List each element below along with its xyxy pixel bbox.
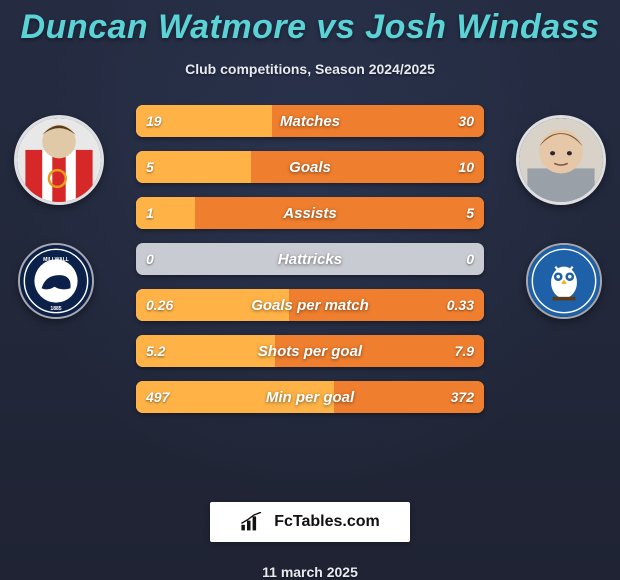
stat-value-right: 0.33 (447, 289, 474, 321)
stat-value-left: 0 (146, 243, 154, 275)
stat-value-left: 1 (146, 197, 154, 229)
player-avatar-right (516, 115, 606, 205)
player-avatar-left (14, 115, 104, 205)
comparison-title: Duncan Watmore vs Josh Windass (21, 8, 600, 47)
stat-label: Goals (136, 151, 484, 183)
stat-value-left: 497 (146, 381, 169, 413)
stat-label: Hattricks (136, 243, 484, 275)
stat-value-right: 0 (466, 243, 474, 275)
stat-row: Matches19 30 (136, 105, 484, 137)
stat-label: Shots per goal (136, 335, 484, 367)
stat-bars: Matches1930Goals510Assists15Hattricks00G… (136, 105, 484, 413)
stat-value-right: 5 (466, 197, 474, 229)
stat-row: Min per goal497 372 (136, 381, 484, 413)
stat-value-right: 30 (458, 105, 474, 137)
stat-label: Min per goal (136, 381, 484, 413)
avatar-placeholder-icon (519, 118, 603, 202)
club-crest-left: MILLWALL 1885 (18, 243, 94, 319)
stat-label: Goals per match (136, 289, 484, 321)
stat-row: Hattricks0 0 (136, 243, 484, 275)
crest-icon (528, 245, 600, 317)
comparison-area: MILLWALL 1885 Matches1930Goals510Assists… (0, 97, 620, 490)
stat-value-left: 0.26 (146, 289, 173, 321)
svg-text:1885: 1885 (50, 306, 61, 312)
stat-row: Goals per match0.26 0.33 (136, 289, 484, 321)
footer-date: 11 march 2025 (262, 564, 358, 580)
crest-icon: MILLWALL 1885 (20, 245, 92, 317)
stat-value-left: 19 (146, 105, 162, 137)
stat-label: Assists (136, 197, 484, 229)
stat-value-right: 7.9 (455, 335, 474, 367)
stat-value-left: 5.2 (146, 335, 165, 367)
footer-brand-badge: FcTables.com (210, 502, 410, 542)
svg-text:MILLWALL: MILLWALL (43, 257, 69, 263)
stat-row: Goals5 10 (136, 151, 484, 183)
comparison-subtitle: Club competitions, Season 2024/2025 (185, 61, 435, 77)
club-crest-right (526, 243, 602, 319)
avatar-placeholder-icon (17, 118, 101, 202)
stat-row: Assists1 5 (136, 197, 484, 229)
stat-value-right: 372 (451, 381, 474, 413)
stat-value-right: 10 (458, 151, 474, 183)
brand-chart-icon (240, 512, 268, 532)
stat-label: Matches (136, 105, 484, 137)
stat-value-left: 5 (146, 151, 154, 183)
stat-row: Shots per goal5.2 7.9 (136, 335, 484, 367)
footer-brand-text: FcTables.com (274, 513, 380, 531)
